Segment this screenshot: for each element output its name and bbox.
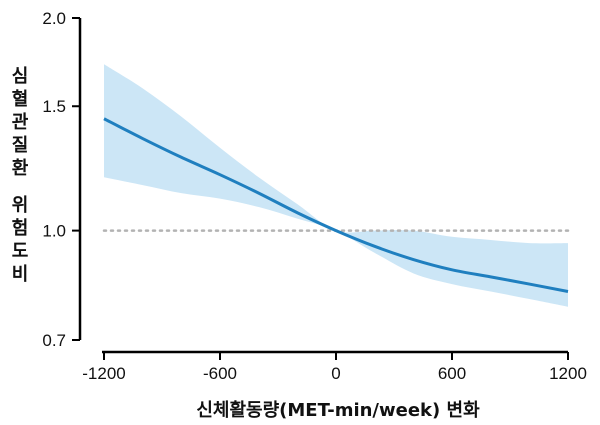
ticks-layer: 0.7 1.0 1.5 2.0 -1200 -600 0 600 1200 [42, 9, 587, 383]
y-axis-title-char: 혈 [12, 88, 29, 110]
y-tick-label: 1.0 [42, 222, 66, 241]
y-axis-title-char: 도 [12, 241, 29, 262]
x-tick-label: 1200 [549, 364, 587, 383]
series-line-layer [103, 117, 569, 293]
confidence-band [104, 64, 568, 307]
y-tick-label: 0.7 [42, 331, 66, 350]
confidence-band-layer [104, 64, 568, 307]
y-axis-title-char: 환 [12, 157, 29, 179]
x-tick-label: 0 [331, 364, 340, 383]
y-tick-label: 2.0 [42, 9, 66, 28]
series-line [103, 117, 569, 293]
x-tick-label: 600 [438, 364, 466, 383]
x-tick-label: -1200 [82, 364, 125, 383]
y-axis-title-char: 험 [12, 217, 29, 239]
y-tick-label: 1.5 [42, 97, 66, 116]
y-axis-title-char: 관 [12, 112, 29, 133]
y-axis-title-char: 질 [12, 135, 29, 156]
y-axis-title-char: 심 [12, 66, 29, 87]
x-axis-title: 신체활동량(MET-min/week) 변화 [196, 400, 480, 421]
x-tick-label: -600 [203, 364, 237, 383]
y-axis-title-char: 위 [12, 195, 29, 216]
y-axis-title-char: 비 [12, 264, 29, 285]
